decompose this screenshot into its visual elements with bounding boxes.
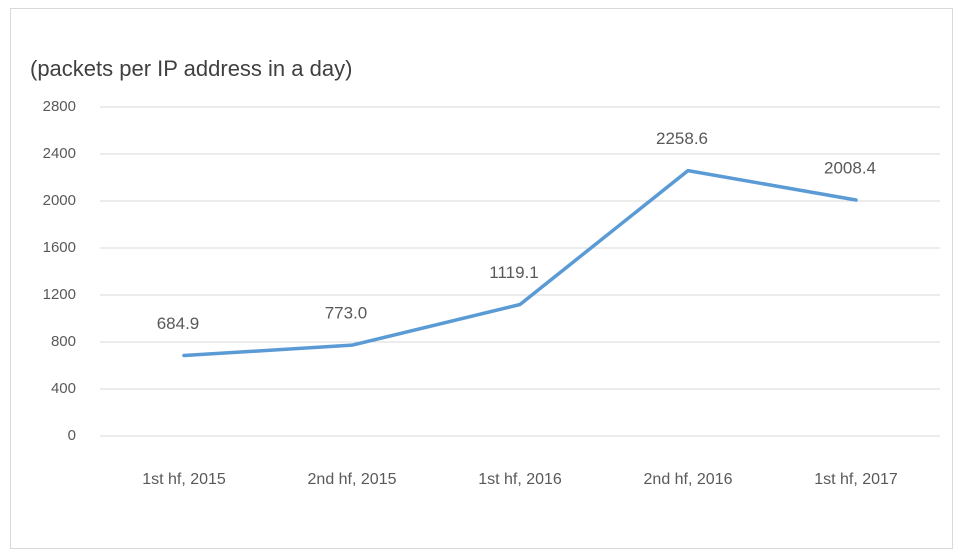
y-tick-label: 1200	[43, 286, 76, 303]
chart-title: (packets per IP address in a day)	[30, 56, 352, 81]
y-tick-label: 400	[51, 380, 76, 397]
data-label: 684.9	[157, 314, 200, 333]
y-tick-label: 800	[51, 333, 76, 350]
x-tick-label: 1st hf, 2015	[142, 471, 226, 488]
x-tick-label: 1st hf, 2017	[814, 471, 898, 488]
y-tick-label: 0	[68, 427, 76, 444]
line	[182, 168, 858, 358]
data-label: 2008.4	[824, 158, 876, 177]
y-tick-label: 2800	[43, 98, 76, 115]
chart-border	[10, 8, 953, 549]
x-tick-label: 2nd hf, 2015	[308, 471, 397, 488]
data-label: 773.0	[325, 304, 368, 323]
x-tick-label: 1st hf, 2016	[478, 471, 562, 488]
y-tick-label: 1600	[43, 239, 76, 256]
y-tick-label: 2000	[43, 192, 76, 209]
y-tick-label: 2400	[43, 145, 76, 162]
data-label: 1119.1	[489, 263, 538, 282]
data-label: 2258.6	[656, 129, 708, 148]
x-tick-label: 2nd hf, 2016	[644, 471, 733, 488]
